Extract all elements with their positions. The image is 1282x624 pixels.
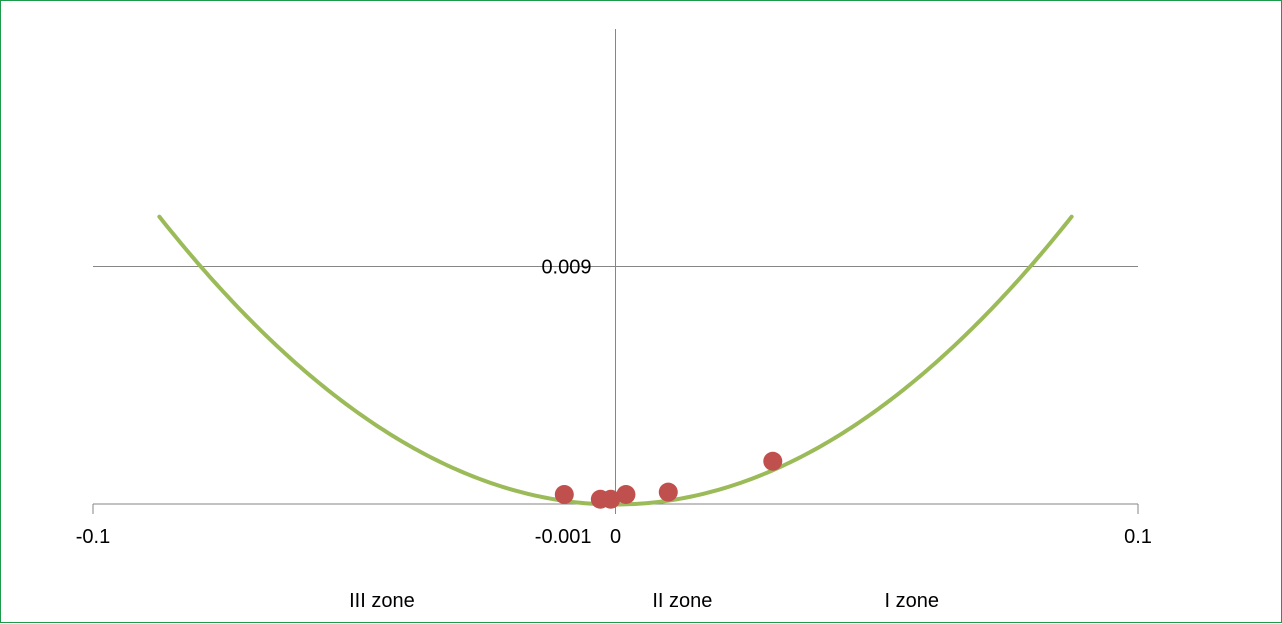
zone-label: I zone (885, 590, 939, 612)
x-tick-label: -0.1 (76, 526, 110, 548)
zone-label: III zone (349, 590, 415, 612)
zone-label: II zone (652, 590, 712, 612)
x-tick-label: 0.1 (1124, 526, 1152, 548)
data-point-5 (763, 451, 783, 471)
y-tick-label: 0.009 (541, 257, 591, 279)
data-point-2 (601, 489, 621, 509)
data-point-3 (616, 485, 636, 504)
data-point-0 (554, 485, 574, 504)
y-tick-label: -0.001 (535, 526, 592, 548)
data-point-4 (658, 482, 678, 502)
x-tick-label: 0 (610, 526, 621, 548)
